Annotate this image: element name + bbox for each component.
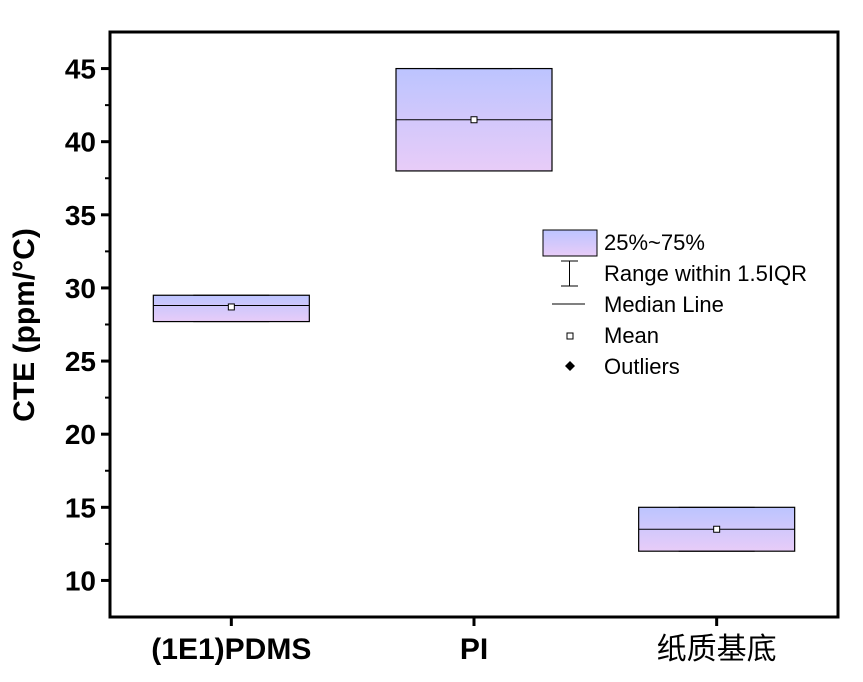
legend: 25%~75% Range within 1.5IQR Median Line … (542, 229, 807, 379)
mean-marker (713, 525, 721, 533)
legend-whisker-icon (561, 260, 578, 287)
legend-label: Outliers (604, 354, 680, 379)
legend-mean-icon (566, 332, 574, 340)
y-tick-label: 10 (65, 565, 96, 596)
y-axis-label: CTE (ppm/°C) (8, 228, 41, 422)
mean-marker (227, 303, 235, 311)
x-tick-label: PI (460, 633, 488, 666)
y-tick-label: 30 (65, 273, 96, 304)
legend-label: Median Line (604, 292, 724, 317)
legend-outlier-icon (565, 361, 575, 371)
legend-label: Mean (604, 323, 659, 348)
y-tick-label: 20 (65, 419, 96, 450)
y-tick-label: 15 (65, 492, 96, 523)
box-2 (638, 506, 796, 552)
mean-marker (470, 116, 478, 124)
y-tick-label: 40 (65, 127, 96, 158)
legend-label: 25%~75% (604, 230, 705, 255)
legend-label: Range within 1.5IQR (604, 261, 807, 286)
legend-box-swatch (542, 229, 598, 257)
box-0 (152, 294, 310, 323)
x-tick-label: 纸质基底 (657, 633, 777, 666)
box-1 (395, 67, 553, 172)
y-tick-label: 25 (65, 346, 96, 377)
x-tick-label: (1E1)PDMS (151, 633, 311, 666)
y-tick-label: 45 (65, 54, 96, 85)
y-tick-label: 35 (65, 200, 96, 231)
